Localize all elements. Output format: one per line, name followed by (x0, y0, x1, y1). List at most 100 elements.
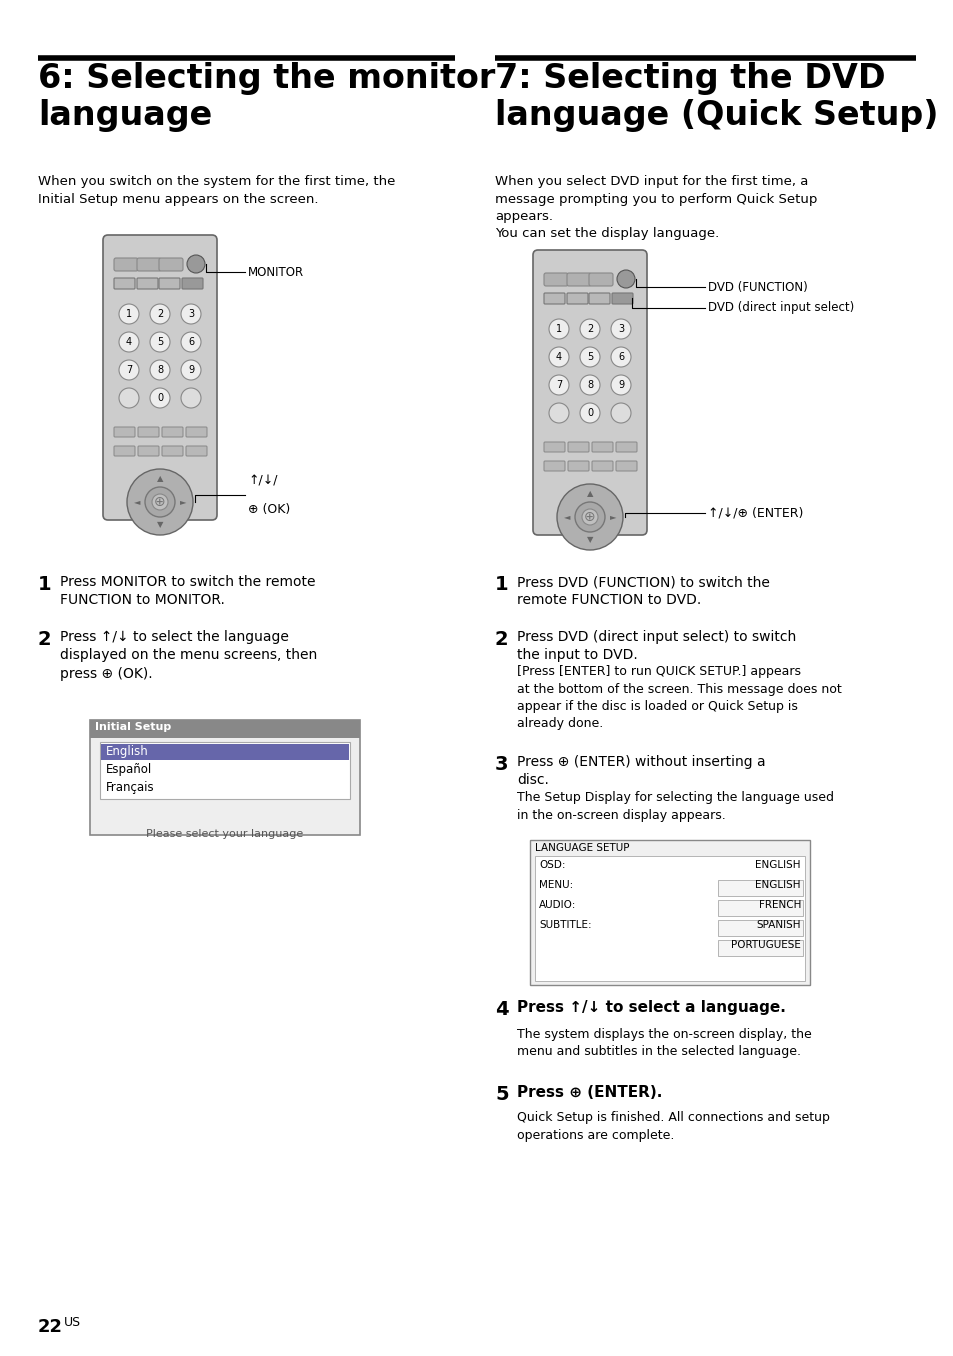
Circle shape (181, 332, 201, 353)
Circle shape (579, 347, 599, 367)
Text: DVD (direct input select): DVD (direct input select) (707, 301, 853, 315)
FancyBboxPatch shape (543, 293, 564, 304)
FancyBboxPatch shape (592, 442, 613, 452)
Text: 6: 6 (188, 338, 193, 347)
Text: 7: Selecting the DVD
language (Quick Setup): 7: Selecting the DVD language (Quick Set… (495, 62, 938, 132)
Text: 7: 7 (126, 365, 132, 376)
Text: 9: 9 (188, 365, 193, 376)
Circle shape (150, 359, 170, 380)
Text: ↑/↓/⊕ (ENTER): ↑/↓/⊕ (ENTER) (707, 507, 802, 519)
Text: 1: 1 (126, 309, 132, 319)
Bar (90, 720, 359, 738)
Bar (101, 744, 349, 759)
FancyBboxPatch shape (113, 427, 135, 437)
Bar (718, 880, 802, 896)
Bar (718, 919, 802, 936)
Circle shape (548, 403, 568, 423)
FancyBboxPatch shape (182, 278, 203, 289)
Circle shape (181, 359, 201, 380)
Circle shape (579, 319, 599, 339)
Circle shape (581, 508, 598, 525)
FancyBboxPatch shape (543, 442, 564, 452)
Text: ⊕: ⊕ (583, 510, 596, 523)
Circle shape (548, 319, 568, 339)
Text: 1: 1 (38, 575, 51, 594)
Text: Press ↑/↓ to select a language.: Press ↑/↓ to select a language. (517, 999, 785, 1016)
FancyBboxPatch shape (588, 293, 609, 304)
FancyBboxPatch shape (162, 446, 183, 456)
FancyBboxPatch shape (137, 278, 158, 289)
Text: Initial Setup: Initial Setup (95, 721, 172, 732)
Text: English: English (106, 744, 149, 758)
Text: 2: 2 (495, 631, 508, 650)
FancyBboxPatch shape (90, 720, 359, 835)
Text: Quick Setup is finished. All connections and setup
operations are complete.: Quick Setup is finished. All connections… (517, 1111, 829, 1142)
Text: ▲: ▲ (156, 475, 163, 484)
FancyBboxPatch shape (566, 273, 590, 286)
Text: Français: Français (106, 781, 154, 795)
Circle shape (617, 270, 635, 287)
Text: 2: 2 (156, 309, 163, 319)
Text: Please select your language: Please select your language (146, 829, 303, 839)
Text: [Press [ENTER] to run QUICK SETUP.] appears
at the bottom of the screen. This me: [Press [ENTER] to run QUICK SETUP.] appe… (517, 664, 841, 731)
Text: 8: 8 (157, 365, 163, 376)
Circle shape (579, 403, 599, 423)
Text: ENGLISH: ENGLISH (755, 860, 801, 871)
FancyBboxPatch shape (567, 461, 588, 471)
Text: PORTUGUESE: PORTUGUESE (730, 940, 801, 951)
Text: ENGLISH: ENGLISH (755, 880, 801, 890)
Text: ►: ► (179, 498, 186, 507)
FancyBboxPatch shape (103, 235, 216, 519)
Text: 9: 9 (618, 380, 623, 391)
FancyBboxPatch shape (159, 258, 183, 271)
FancyBboxPatch shape (533, 250, 646, 536)
Text: ⊕ (OK): ⊕ (OK) (248, 503, 290, 517)
Circle shape (119, 359, 139, 380)
Text: OSD:: OSD: (538, 860, 565, 871)
Text: MONITOR: MONITOR (248, 266, 304, 278)
FancyBboxPatch shape (138, 446, 159, 456)
Text: Press ⊕ (ENTER).: Press ⊕ (ENTER). (517, 1085, 661, 1100)
Text: ▼: ▼ (586, 536, 593, 545)
Text: 0: 0 (157, 393, 163, 403)
Text: Press ↑/↓ to select the language
displayed on the menu screens, then
press ⊕ (OK: Press ↑/↓ to select the language display… (60, 631, 317, 681)
Circle shape (548, 376, 568, 395)
Circle shape (150, 304, 170, 324)
Text: The system displays the on-screen display, the
menu and subtitles in the selecte: The system displays the on-screen displa… (517, 1028, 811, 1059)
Text: 3: 3 (188, 309, 193, 319)
Text: DVD (FUNCTION): DVD (FUNCTION) (707, 281, 807, 293)
Text: 3: 3 (618, 324, 623, 334)
Bar (718, 900, 802, 917)
Text: 1: 1 (556, 324, 561, 334)
Circle shape (610, 347, 630, 367)
Text: Press DVD (FUNCTION) to switch the
remote FUNCTION to DVD.: Press DVD (FUNCTION) to switch the remot… (517, 575, 769, 607)
Circle shape (610, 319, 630, 339)
Text: 22: 22 (38, 1318, 63, 1336)
FancyBboxPatch shape (543, 461, 564, 471)
FancyBboxPatch shape (616, 442, 637, 452)
Text: 6: 6 (618, 353, 623, 362)
Bar (535, 856, 804, 980)
FancyBboxPatch shape (113, 278, 135, 289)
FancyBboxPatch shape (566, 293, 587, 304)
Text: 4: 4 (556, 353, 561, 362)
Text: LANGUAGE SETUP: LANGUAGE SETUP (535, 843, 629, 853)
Text: 5: 5 (586, 353, 593, 362)
Circle shape (187, 255, 205, 273)
Text: MENU:: MENU: (538, 880, 573, 890)
Text: ↑/↓/: ↑/↓/ (248, 475, 277, 487)
Text: 2: 2 (38, 631, 51, 650)
Circle shape (127, 469, 193, 536)
Circle shape (119, 332, 139, 353)
Text: 3: 3 (495, 755, 508, 774)
FancyBboxPatch shape (567, 442, 588, 452)
Text: ⊕: ⊕ (154, 495, 166, 508)
Text: Press MONITOR to switch the remote
FUNCTION to MONITOR.: Press MONITOR to switch the remote FUNCT… (60, 575, 315, 607)
Text: US: US (64, 1317, 81, 1329)
Text: 5: 5 (156, 338, 163, 347)
Bar (100, 742, 350, 799)
Text: FRENCH: FRENCH (758, 900, 801, 910)
Text: When you switch on the system for the first time, the
Initial Setup menu appears: When you switch on the system for the fi… (38, 175, 395, 206)
Bar (530, 839, 809, 984)
Circle shape (610, 376, 630, 395)
